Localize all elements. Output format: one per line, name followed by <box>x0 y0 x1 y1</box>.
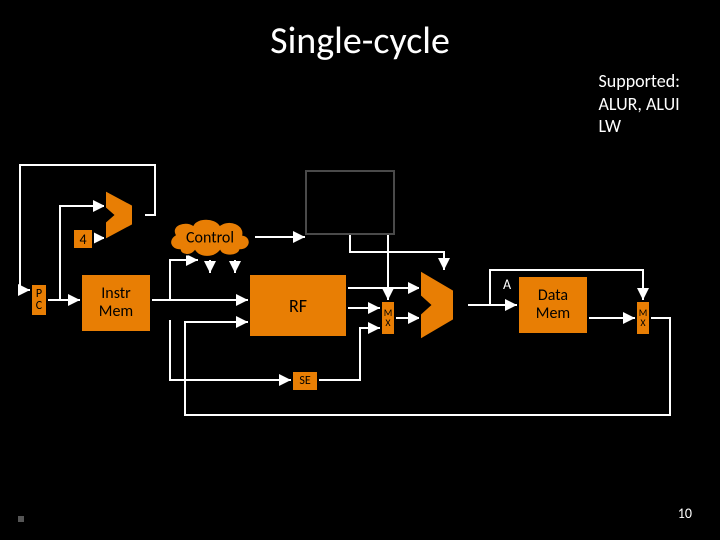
page-title: Single-cycle <box>270 18 450 64</box>
datamem-label-1: Data <box>538 287 568 305</box>
supported-line2: LW <box>599 115 622 137</box>
instr-label-1: Instr <box>101 285 130 303</box>
se-label: SE <box>299 374 310 388</box>
page-number: 10 <box>678 505 692 522</box>
instr-label-2: Mem <box>99 303 133 321</box>
control-label: Control <box>186 228 234 247</box>
wire-instr-control <box>170 260 198 300</box>
control-cloud: Control <box>165 215 255 260</box>
supported-heading: Supported: <box>599 70 680 92</box>
pc-label-2: C <box>36 300 42 312</box>
rf-block: RF <box>248 273 348 338</box>
footer-bullet-icon <box>18 516 24 522</box>
alu-block <box>420 270 468 340</box>
adder-pc4 <box>105 190 145 240</box>
se-block: SE <box>291 370 319 392</box>
data-mem-block: Data Mem <box>517 275 589 335</box>
rf-label: RF <box>289 295 307 317</box>
alu-port-a-text: A <box>503 276 511 293</box>
datapath-diagram: 4 P C Instr Mem Control RF M X SE A Data <box>10 160 710 460</box>
constant-4-block: 4 <box>72 228 94 250</box>
alu-port-a-label: A <box>503 276 511 293</box>
dark-block <box>305 170 395 235</box>
supported-text: Supported: ALUR, ALUI LW <box>599 70 680 138</box>
mux1-label-2: X <box>385 318 390 328</box>
mux2-block: M X <box>635 300 651 336</box>
constant-4-label: 4 <box>79 231 86 248</box>
instr-mem-block: Instr Mem <box>80 273 152 333</box>
mux1-block: M X <box>380 300 396 336</box>
wire-dark1-alu.top <box>350 235 444 270</box>
supported-line1: ALUR, ALUI <box>599 93 680 115</box>
mux2-label-2: X <box>640 318 645 328</box>
datamem-label-2: Mem <box>536 305 570 323</box>
pc-block: P C <box>30 283 48 317</box>
